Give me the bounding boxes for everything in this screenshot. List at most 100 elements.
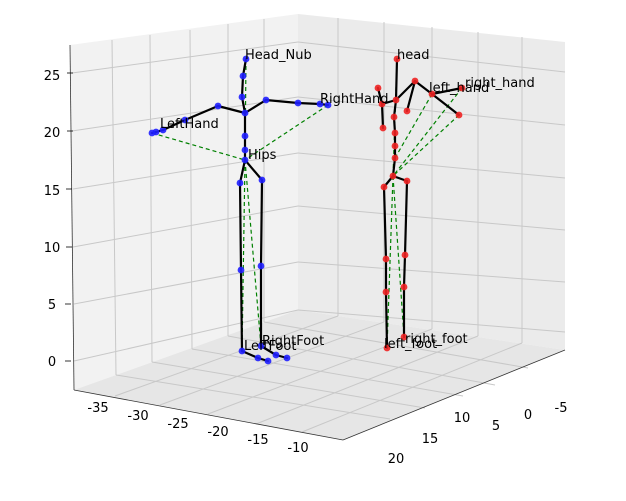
bone-red <box>430 92 461 117</box>
joint-blue-sp2 <box>241 146 249 154</box>
joint-label: RightHand <box>320 92 388 107</box>
joint-blue-h3 <box>238 93 246 101</box>
joint-label: right_hand <box>465 76 535 91</box>
joint-red-head <box>393 55 401 63</box>
correspondence-line <box>392 87 463 177</box>
joint-blue-hips <box>241 156 249 164</box>
joint-label: LeftFoot <box>244 339 296 354</box>
bone-blue <box>239 268 244 353</box>
joint-blue-h2 <box>239 72 247 80</box>
correspondence-line <box>392 175 405 338</box>
joint-label: left_foot <box>384 337 437 352</box>
joint-red-rh <box>458 84 466 92</box>
joint-red-lhip <box>380 183 388 191</box>
correspondence-line <box>392 114 460 177</box>
joint-red-sp2 <box>391 142 399 150</box>
joint-blue-lh <box>159 126 167 134</box>
joint-red-n2 <box>392 96 400 104</box>
bone-red <box>382 185 388 261</box>
joint-red-neck <box>390 113 398 121</box>
joint-red-hips <box>389 172 397 180</box>
bone-blue <box>238 181 243 272</box>
z-tick-label: 15 <box>44 184 61 199</box>
joint-blue-rt2 <box>283 354 291 362</box>
x-tick-label: -30 <box>127 409 148 424</box>
y-tick-label: 10 <box>454 411 471 426</box>
pane-edges <box>69 44 566 441</box>
joint-blue-rk <box>257 262 265 270</box>
joint-blue-lhip <box>236 179 244 187</box>
y-tick-label: 15 <box>422 432 439 447</box>
x-tick-label: -35 <box>87 401 108 416</box>
joint-blue-rs <box>262 96 270 104</box>
joint-red-rs <box>411 77 419 85</box>
tick-marks <box>65 72 73 362</box>
joint-blue-le <box>181 116 189 124</box>
correspondence-line <box>244 159 262 347</box>
joint-labels: Head_Nub RightHand LeftHand Hips RightFootLe… <box>160 48 535 354</box>
bone-blue <box>238 158 247 185</box>
joint-label: right_foot <box>405 332 468 347</box>
bone-blue <box>243 98 268 115</box>
joint-blue-head <box>242 55 250 63</box>
joint-blue-lh3 <box>148 129 156 137</box>
bone-blue <box>259 178 264 268</box>
bone-red <box>413 79 434 96</box>
correspondence-line <box>151 132 246 161</box>
joint-red-re <box>428 90 436 98</box>
x-tick-label: -15 <box>247 433 268 448</box>
bone-red <box>403 179 409 257</box>
bone-blue <box>243 158 264 182</box>
joint-label: head <box>397 48 429 63</box>
joint-blue-lt <box>254 354 262 362</box>
x-tick-label: -20 <box>207 425 228 440</box>
joint-label: Hips <box>248 148 277 163</box>
joint-label: LeftHand <box>160 117 219 132</box>
joint-blue-re <box>294 99 302 107</box>
y-tick-label: 20 <box>388 452 405 467</box>
joint-blue-ra <box>257 342 265 350</box>
joint-red-lw <box>379 124 387 132</box>
z-tick-label: 25 <box>44 69 61 84</box>
joint-red-la <box>382 288 390 296</box>
bone-blue <box>183 104 220 122</box>
bone-red <box>380 102 385 130</box>
joint-red-rhip <box>403 177 411 185</box>
joint-red-lk <box>382 255 390 263</box>
joint-label: Head_Nub <box>245 48 312 63</box>
joint-label: left_hand <box>429 81 489 96</box>
joint-blue-lt2 <box>264 357 272 365</box>
y-tick-label: -5 <box>555 401 568 416</box>
bone-red <box>384 290 389 350</box>
joint-blue-ls <box>214 102 222 110</box>
correspondence-line <box>244 104 329 161</box>
joint-red-sp1 <box>391 129 399 137</box>
joint-red-le <box>374 84 382 92</box>
joint-blue-rt <box>272 351 280 359</box>
joint-red-rk <box>401 251 409 259</box>
z-tick-label: 0 <box>48 355 56 370</box>
bone-red <box>405 79 417 113</box>
z-tick-label: 20 <box>44 126 61 141</box>
z-tick-label: 5 <box>48 298 56 313</box>
joint-red-sp3 <box>391 154 399 162</box>
bone-blue <box>296 101 322 106</box>
bone-red <box>394 57 399 102</box>
joint-red-ra <box>400 283 408 291</box>
joint-blue-sp1 <box>241 132 249 140</box>
joint-label: RightFoot <box>262 334 324 349</box>
tick-labels: -35 -30 -25 -20 -15 -10 20 15 10 5 0 -5 0 5 10 15 20 25 <box>44 69 568 467</box>
x-tick-label: -10 <box>287 441 308 456</box>
bone-red <box>430 86 464 96</box>
joint-blue-lk <box>237 266 245 274</box>
correspondence-line <box>394 93 433 159</box>
joint-red-lf <box>383 344 391 352</box>
bone-blue <box>161 118 187 132</box>
floor-pane <box>74 310 565 440</box>
bone-red <box>402 253 407 289</box>
bone-blue <box>216 104 247 115</box>
joint-blue-rh2 <box>324 101 332 109</box>
correspondence-line <box>241 159 246 352</box>
joint-red-rw <box>403 107 411 115</box>
joint-red-rf <box>400 333 408 341</box>
